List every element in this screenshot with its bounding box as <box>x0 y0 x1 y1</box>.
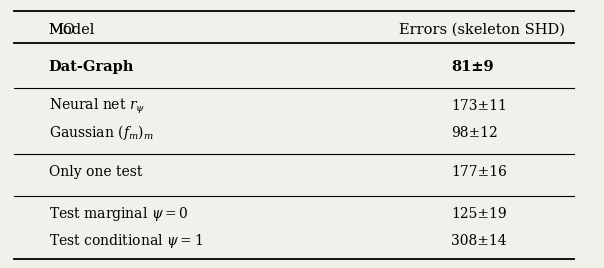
Text: Errors (skeleton SHD): Errors (skeleton SHD) <box>399 23 565 37</box>
Text: Test marginal $\psi = 0$: Test marginal $\psi = 0$ <box>49 206 188 224</box>
Text: 98±12: 98±12 <box>451 126 498 140</box>
Text: Model: Model <box>49 23 95 37</box>
Text: 173±11: 173±11 <box>451 99 507 113</box>
Text: 81±9: 81±9 <box>451 60 494 74</box>
Text: MO: MO <box>49 23 76 37</box>
Text: 125±19: 125±19 <box>451 207 507 221</box>
Text: 177±16: 177±16 <box>451 165 507 179</box>
Text: Test conditional $\psi = 1$: Test conditional $\psi = 1$ <box>49 232 203 250</box>
Text: 308±14: 308±14 <box>451 234 507 248</box>
Text: Gaussian $(f_m)_m$: Gaussian $(f_m)_m$ <box>49 123 153 142</box>
Text: Dat-Graph: Dat-Graph <box>49 60 134 74</box>
Text: Only one test: Only one test <box>49 165 142 179</box>
Text: Neural net $r_{\psi}$: Neural net $r_{\psi}$ <box>49 97 146 116</box>
